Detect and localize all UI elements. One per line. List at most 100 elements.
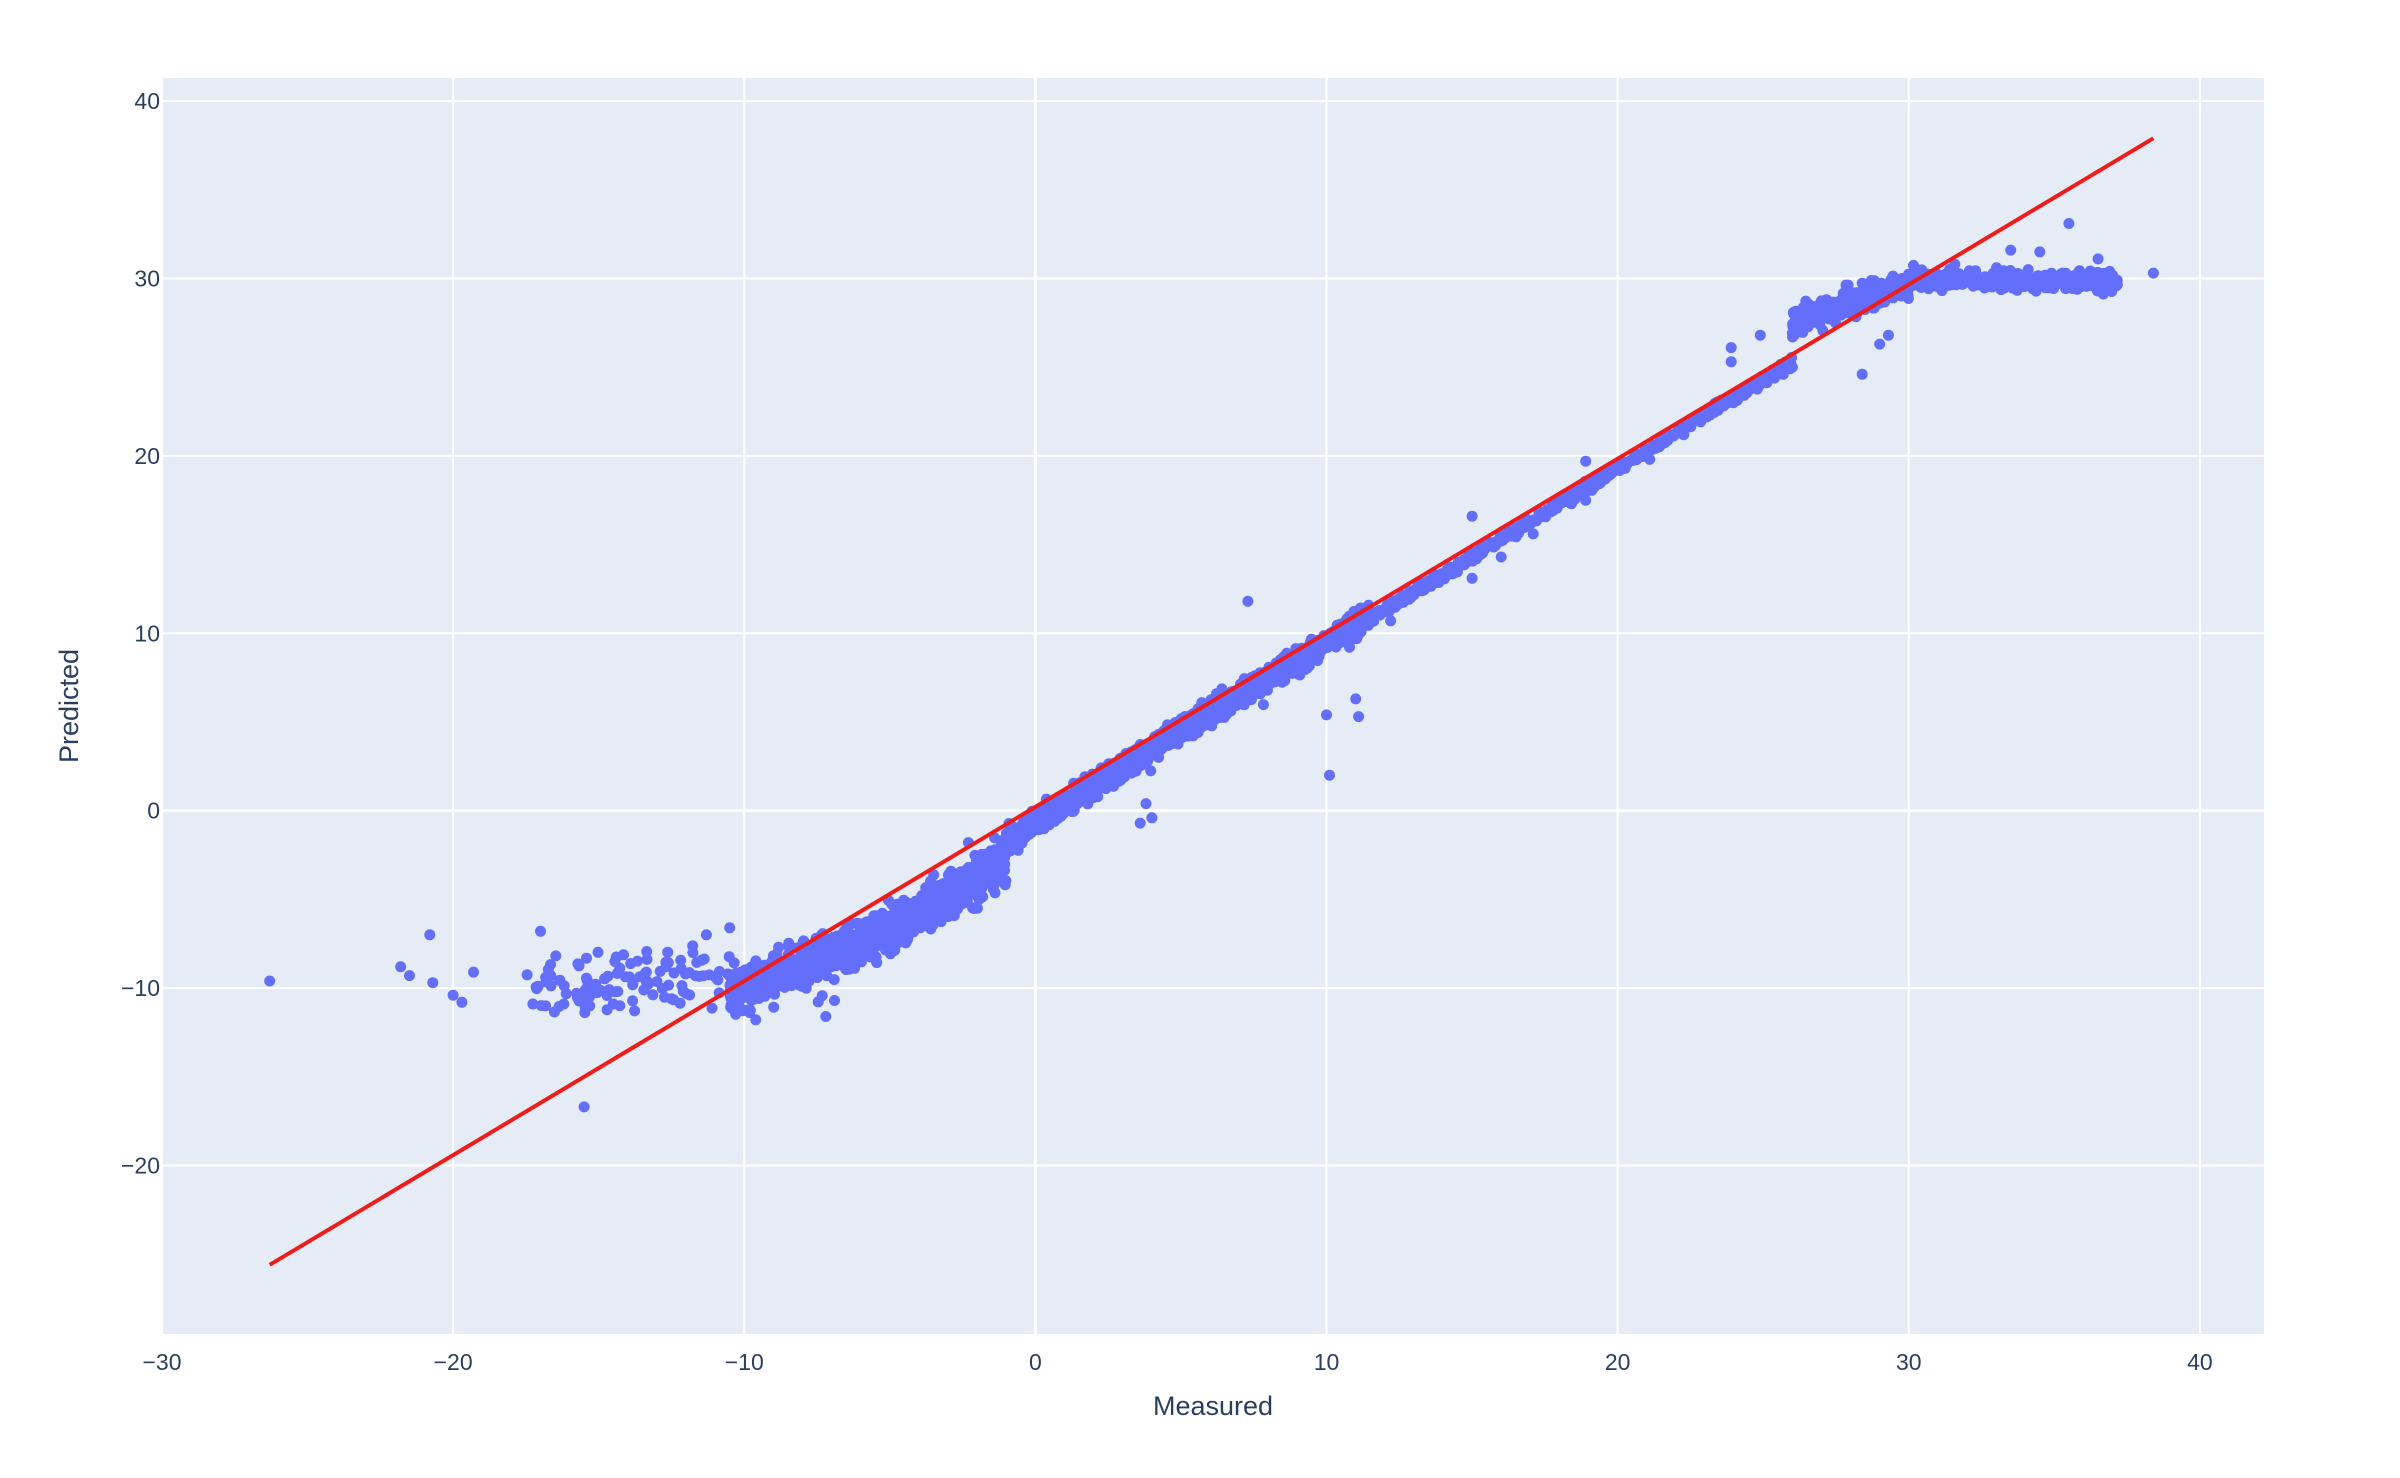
data-point: [750, 1014, 762, 1026]
data-point: [1274, 663, 1286, 675]
data-point: [1383, 606, 1395, 617]
data-point: [1157, 739, 1169, 751]
data-point: [829, 995, 840, 1006]
data-point: [1754, 329, 1766, 341]
data-point: [730, 967, 742, 979]
data-point: [1031, 807, 1043, 819]
y-tick-label: −10: [121, 975, 160, 1001]
data-point: [404, 970, 415, 982]
data-point: [819, 968, 831, 980]
y-tick-label: 0: [147, 798, 160, 824]
data-point: [1527, 528, 1539, 540]
data-point: [1591, 475, 1603, 487]
data-point: [1505, 525, 1517, 536]
data-point: [1787, 331, 1798, 343]
data-point: [959, 891, 971, 903]
data-point: [662, 946, 674, 958]
data-point: [2005, 244, 2017, 256]
data-point: [1224, 704, 1236, 715]
data-point: [1383, 597, 1395, 609]
data-point: [687, 947, 699, 959]
data-point: [1644, 453, 1656, 465]
data-point: [1654, 435, 1666, 447]
data-point: [629, 1005, 641, 1017]
data-point: [2110, 274, 2121, 286]
data-point: [870, 941, 882, 953]
data-point: [571, 987, 583, 999]
data-point: [2090, 272, 2102, 284]
x-tick-label: −20: [434, 1349, 473, 1375]
data-point: [2034, 246, 2046, 258]
data-point: [1352, 622, 1364, 634]
y-tick-labels: −20 −10 0 10 20 30 40: [121, 88, 160, 1178]
data-point: [690, 970, 701, 982]
y-tick-label: −20: [121, 1152, 160, 1178]
data-point: [647, 989, 659, 1001]
data-point: [1998, 277, 2010, 289]
data-point: [638, 984, 650, 996]
data-point: [757, 978, 769, 990]
data-point: [1545, 506, 1557, 518]
reference-line: [268, 136, 2155, 1267]
data-point: [1321, 709, 1332, 721]
data-point: [651, 976, 663, 988]
data-point: [2076, 279, 2088, 291]
data-point: [1840, 279, 1852, 291]
data-point: [2069, 270, 2081, 281]
data-point: [795, 963, 807, 975]
data-point: [1791, 313, 1803, 325]
data-point: [1881, 280, 1892, 292]
data-point: [654, 965, 666, 977]
data-point: [1824, 310, 1836, 322]
data-point: [928, 869, 940, 881]
data-point: [1000, 875, 1012, 887]
data-point: [830, 951, 842, 963]
data-point: [740, 964, 752, 976]
data-point: [1324, 769, 1335, 781]
data-point: [741, 986, 753, 998]
data-point: [1602, 467, 1614, 479]
data-point: [725, 1002, 737, 1014]
data-point: [815, 948, 827, 960]
data-point: [825, 961, 837, 973]
data-point: [666, 993, 677, 1005]
data-point: [700, 929, 712, 941]
data-point: [804, 950, 816, 962]
data-point: [971, 902, 983, 914]
data-point: [427, 977, 439, 989]
data-point: [1257, 699, 1269, 711]
data-point: [1835, 303, 1847, 315]
data-point: [983, 861, 995, 872]
data-point: [1028, 820, 1040, 832]
data-point: [737, 1005, 749, 1017]
data-point: [579, 1001, 591, 1013]
data-point: [2104, 265, 2116, 277]
data-point: [641, 946, 653, 957]
y-axis-title: Predicted: [54, 649, 84, 763]
data-point: [970, 888, 982, 900]
data-point: [618, 949, 629, 961]
data-point: [554, 974, 566, 986]
data-point: [1466, 572, 1478, 584]
data-point: [783, 937, 795, 949]
data-point: [906, 903, 918, 915]
data-point: [1990, 276, 2002, 288]
data-point: [592, 946, 604, 958]
data-point: [663, 979, 675, 991]
data-point: [827, 939, 838, 951]
data-point: [1397, 589, 1409, 601]
data-point: [1101, 780, 1113, 791]
data-point: [703, 969, 715, 981]
data-point: [1580, 494, 1592, 506]
data-point: [1236, 692, 1248, 704]
data-point: [2078, 269, 2090, 281]
data-point: [2004, 265, 2016, 276]
data-point: [1416, 585, 1428, 597]
data-point: [2059, 279, 2071, 291]
data-point: [447, 989, 459, 1001]
data-point: [1479, 543, 1490, 555]
data-point: [1385, 615, 1397, 627]
data-point: [875, 923, 887, 935]
data-point: [1455, 559, 1467, 571]
data-point: [1725, 342, 1737, 354]
